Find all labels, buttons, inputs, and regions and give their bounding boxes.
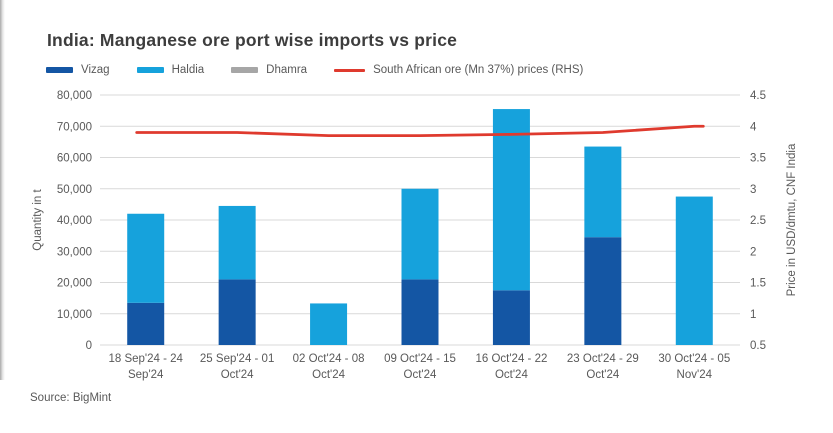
right-axis-tick: 3.5	[750, 153, 766, 165]
x-axis-tick-line2: Sep'24	[128, 369, 164, 381]
price-line	[135, 124, 705, 138]
x-axis-tick-line1: 25 Sep'24 - 01	[200, 353, 274, 365]
legend-item-south-african-ore-mn-37-prices-rhs: South African ore (Mn 37%) prices (RHS)	[334, 64, 583, 76]
right-axis-tick: 1.5	[750, 278, 766, 290]
bar-segment-haldia	[675, 196, 713, 345]
legend-label: Haldia	[171, 64, 205, 76]
left-axis-tick: 70,000	[57, 121, 92, 133]
bar-segment-vizag	[218, 279, 256, 345]
bar-segment-haldia	[401, 188, 439, 280]
right-axis-tick: 4	[750, 121, 757, 133]
bar-segment-haldia	[310, 303, 348, 345]
x-axis-tick-line2: Oct'24	[495, 369, 528, 381]
x-axis-tick-line2: Oct'24	[221, 369, 254, 381]
right-axis-title: Price in USD/dmtu, CNF India	[786, 143, 798, 296]
x-axis-tick-line1: 16 Oct'24 - 22	[475, 353, 547, 365]
right-axis-tick: 2	[750, 246, 756, 258]
x-axis-tick-line1: 18 Sep'24 - 24	[108, 353, 183, 365]
bar-segment-haldia	[218, 205, 256, 280]
source-note: Source: BigMint	[30, 392, 112, 404]
bar-segment-vizag	[127, 302, 165, 345]
x-axis-tick-line2: Oct'24	[586, 369, 619, 381]
bar-swatch-icon	[136, 67, 164, 73]
bar-segment-haldia	[127, 213, 165, 303]
left-axis-tick: 30,000	[57, 246, 92, 258]
x-axis-tick-line1: 09 Oct'24 - 15	[384, 353, 456, 365]
bar-swatch-icon	[231, 67, 259, 73]
right-axis-tick: 0.5	[750, 340, 766, 352]
legend-label: Dhamra	[266, 64, 308, 76]
left-axis-tick: 50,000	[57, 184, 92, 196]
left-axis-tick: 60,000	[57, 153, 92, 165]
left-axis-tick: 20,000	[57, 278, 92, 290]
right-axis-tick: 2.5	[750, 215, 766, 227]
right-axis-tick: 3	[750, 184, 756, 196]
bar-segment-vizag	[584, 237, 622, 345]
legend-item-vizag: Vizag	[46, 64, 110, 76]
x-axis-tick-line2: Oct'24	[404, 369, 437, 381]
x-axis-tick-line2: Oct'24	[312, 369, 345, 381]
bar-swatch-icon	[46, 67, 73, 73]
left-axis-title: Quantity in t	[32, 189, 44, 251]
legend-item-dhamra: Dhamra	[231, 64, 307, 76]
right-axis-tick: 1	[750, 309, 756, 321]
x-axis-tick-line1: 23 Oct'24 - 29	[567, 353, 639, 365]
legend-item-haldia: Haldia	[136, 64, 205, 76]
legend-label: South African ore (Mn 37%) prices (RHS)	[373, 64, 584, 76]
chart-title: India: Manganese ore port wise imports v…	[47, 30, 458, 50]
x-axis-tick-line1: 02 Oct'24 - 08	[293, 353, 365, 365]
bar-segment-vizag	[401, 279, 439, 345]
x-axis-tick-line2: Nov'24	[677, 369, 713, 381]
left-axis-tick: 10,000	[57, 309, 92, 321]
bar-segment-haldia	[492, 109, 530, 291]
line-swatch-icon	[334, 68, 366, 72]
right-axis-tick: 4.5	[750, 90, 766, 102]
chart-legend: Vizag Haldia Dhamra South African ore (Mn 3…	[46, 64, 583, 76]
legend-label: Vizag	[81, 64, 110, 76]
x-axis-tick-line1: 30 Oct'24 - 05	[658, 353, 730, 365]
left-axis-tick: 0	[86, 340, 92, 352]
left-axis-tick: 80,000	[57, 90, 92, 102]
bar-segment-haldia	[584, 146, 622, 238]
bar-segment-vizag	[492, 290, 530, 345]
left-axis-tick: 40,000	[57, 215, 92, 227]
